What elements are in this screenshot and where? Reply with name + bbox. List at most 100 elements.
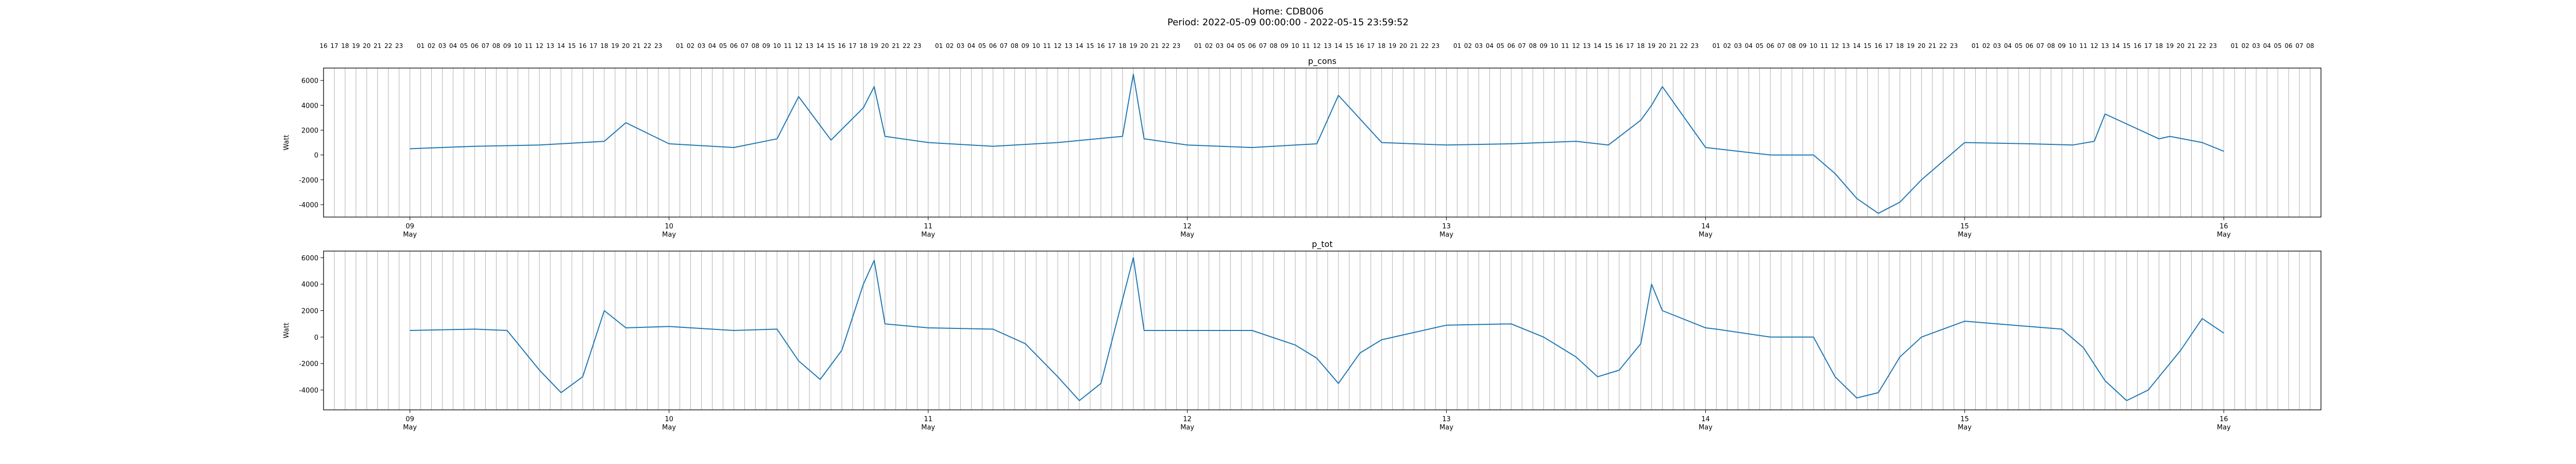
hour-tick-label: 17 bbox=[1108, 42, 1115, 49]
hour-tick-label: 13 bbox=[1583, 42, 1590, 49]
hour-tick-label: 20 bbox=[881, 42, 889, 49]
hour-tick-label: 21 bbox=[892, 42, 900, 49]
hour-tick-label: 12 bbox=[794, 42, 802, 49]
hour-tick-label: 04 bbox=[708, 42, 716, 49]
hour-tick-label: 11 bbox=[525, 42, 533, 49]
hour-tick-label: 12 bbox=[535, 42, 543, 49]
hour-tick-label: 22 bbox=[1421, 42, 1429, 49]
hour-tick-label: 08 bbox=[2306, 42, 2314, 49]
y-tick-label: -2000 bbox=[299, 177, 318, 185]
hour-tick-label: 20 bbox=[622, 42, 630, 49]
hour-tick-label: 22 bbox=[2198, 42, 2206, 49]
x-tick-label-day: 14 bbox=[1701, 223, 1710, 230]
hour-tick-label: 06 bbox=[989, 42, 997, 49]
y-axis-label: Watt bbox=[283, 135, 291, 150]
hour-tick-label: 12 bbox=[1054, 42, 1061, 49]
hour-grid bbox=[323, 251, 2311, 410]
hour-tick-label: 12 bbox=[1572, 42, 1580, 49]
hour-tick-label: 06 bbox=[1248, 42, 1256, 49]
x-tick-label-month: May bbox=[1699, 231, 1713, 239]
y-tick-label: 2000 bbox=[301, 308, 318, 316]
x-tick-label-day: 13 bbox=[1442, 416, 1451, 423]
hour-tick-label: 23 bbox=[395, 42, 403, 49]
hour-tick-label: 21 bbox=[1410, 42, 1418, 49]
hour-tick-label: 14 bbox=[1075, 42, 1083, 49]
hour-tick-label: 18 bbox=[600, 42, 608, 49]
hour-tick-label: 04 bbox=[449, 42, 457, 49]
hour-tick-label: 07 bbox=[1518, 42, 1526, 49]
hour-tick-label: 13 bbox=[1324, 42, 1331, 49]
hour-tick-label: 15 bbox=[1604, 42, 1612, 49]
hour-tick-label: 03 bbox=[1475, 42, 1483, 49]
hour-tick-label: 03 bbox=[1734, 42, 1742, 49]
hour-tick-label: 03 bbox=[1216, 42, 1224, 49]
x-tick-label-day: 15 bbox=[1960, 223, 1969, 230]
hour-tick-label: 13 bbox=[1064, 42, 1072, 49]
hour-tick-label: 14 bbox=[816, 42, 824, 49]
hour-tick-label: 03 bbox=[1993, 42, 2001, 49]
hour-tick-label: 19 bbox=[611, 42, 619, 49]
hour-tick-label: 01 bbox=[1713, 42, 1720, 49]
x-tick-label-month: May bbox=[1180, 231, 1194, 239]
x-tick-label-month: May bbox=[1699, 424, 1713, 432]
hour-tick-label: 04 bbox=[2004, 42, 2012, 49]
hour-tick-label: 01 bbox=[1972, 42, 1979, 49]
hour-tick-label: 13 bbox=[2101, 42, 2109, 49]
series-line-p_tot bbox=[410, 257, 2224, 401]
hour-tick-label: 01 bbox=[1453, 42, 1461, 49]
hour-tick-label: 08 bbox=[2047, 42, 2055, 49]
hour-tick-label: 03 bbox=[2252, 42, 2260, 49]
hour-tick-label: 05 bbox=[1497, 42, 1504, 49]
hour-tick-label: 11 bbox=[2079, 42, 2087, 49]
hour-tick-label: 20 bbox=[363, 42, 370, 49]
hour-tick-label: 01 bbox=[1194, 42, 1202, 49]
hour-tick-label: 02 bbox=[946, 42, 954, 49]
x-tick-label-day: 11 bbox=[924, 416, 933, 423]
hour-tick-label: 16 bbox=[579, 42, 586, 49]
hour-tick-label: 13 bbox=[805, 42, 813, 49]
hour-tick-label: 05 bbox=[719, 42, 727, 49]
hour-tick-label: 19 bbox=[1648, 42, 1655, 49]
hour-tick-label: 04 bbox=[1745, 42, 1753, 49]
hour-tick-label: 23 bbox=[654, 42, 662, 49]
hour-tick-label: 07 bbox=[2295, 42, 2303, 49]
hour-tick-label: 02 bbox=[1464, 42, 1472, 49]
hour-tick-label: 08 bbox=[1788, 42, 1795, 49]
hour-tick-label: 11 bbox=[1561, 42, 1569, 49]
hour-tick-label: 02 bbox=[687, 42, 694, 49]
hour-tick-label: 06 bbox=[2284, 42, 2292, 49]
x-tick-label-month: May bbox=[2217, 424, 2231, 432]
x-tick-label-month: May bbox=[921, 231, 935, 239]
hour-tick-label: 11 bbox=[1302, 42, 1310, 49]
hour-tick-label: 10 bbox=[1291, 42, 1299, 49]
hour-tick-label: 09 bbox=[2058, 42, 2065, 49]
hour-tick-label: 01 bbox=[676, 42, 684, 49]
x-tick-label-month: May bbox=[662, 424, 676, 432]
hour-tick-label: 22 bbox=[643, 42, 651, 49]
hour-tick-label: 05 bbox=[2015, 42, 2023, 49]
hour-tick-label: 09 bbox=[503, 42, 511, 49]
x-tick-label-day: 12 bbox=[1183, 416, 1192, 423]
x-tick-label-month: May bbox=[1958, 424, 1972, 432]
hour-tick-label: 04 bbox=[1486, 42, 1494, 49]
hour-tick-label: 13 bbox=[546, 42, 554, 49]
hour-tick-label: 06 bbox=[2026, 42, 2033, 49]
hour-tick-label: 14 bbox=[1853, 42, 1860, 49]
hour-tick-label: 04 bbox=[968, 42, 975, 49]
hour-tick-label: 10 bbox=[1550, 42, 1558, 49]
hour-tick-label: 19 bbox=[2166, 42, 2174, 49]
hour-tick-label: 16 bbox=[838, 42, 845, 49]
x-tick-label-month: May bbox=[1958, 231, 1972, 239]
hour-tick-label: 20 bbox=[1399, 42, 1407, 49]
hour-tick-label: 14 bbox=[557, 42, 565, 49]
hour-tick-label: 10 bbox=[773, 42, 781, 49]
hour-tick-label: 09 bbox=[1281, 42, 1289, 49]
x-tick-label-month: May bbox=[662, 231, 676, 239]
hour-tick-label: 20 bbox=[1140, 42, 1148, 49]
hour-tick-label: 10 bbox=[1032, 42, 1040, 49]
hour-tick-label: 15 bbox=[1863, 42, 1871, 49]
hour-tick-label: 18 bbox=[1896, 42, 1904, 49]
hour-tick-label: 11 bbox=[1820, 42, 1828, 49]
hour-tick-label: 02 bbox=[1723, 42, 1731, 49]
